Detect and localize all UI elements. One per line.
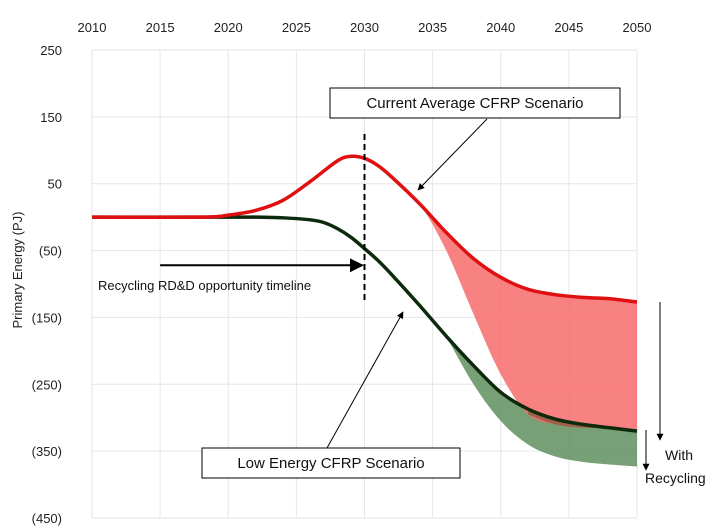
series-lines: [91, 154, 638, 433]
low-energy-line: [92, 215, 638, 433]
with-recycling-label-line2: Recycling: [645, 470, 706, 486]
y-tick-label-1: 150: [40, 110, 62, 125]
low-scenario-box: [201, 447, 461, 479]
y-tick-labels: 250 150 50 (50) (150) (250) (350) (450): [32, 43, 62, 526]
y-axis-label: Primary Energy (PJ): [10, 211, 25, 328]
current-scenario-box: [329, 87, 621, 119]
current-scenario-label: Current Average CFRP Scenario: [366, 95, 583, 112]
low-scenario-pointer: [326, 311, 404, 449]
area-fills: [391, 177, 637, 467]
x-tick-label-6: 2040: [486, 20, 515, 35]
x-tick-label-8: 2050: [623, 20, 652, 35]
low-scenario-label: Low Energy CFRP Scenario: [237, 455, 424, 472]
y-tick-label-7: (450): [32, 511, 62, 526]
y-tick-label-5: (250): [32, 377, 62, 392]
x-tick-label-3: 2025: [282, 20, 311, 35]
low-recycling-band: [446, 336, 637, 467]
y-tick-label-6: (350): [32, 444, 62, 459]
with-recycling-label-line1: With: [665, 447, 693, 463]
current-average-line: [91, 154, 638, 304]
y-tick-label-2: 50: [48, 177, 62, 192]
current-scenario-pointer: [417, 118, 488, 191]
x-tick-label-0: 2010: [78, 20, 107, 35]
x-tick-label-4: 2030: [350, 20, 379, 35]
y-tick-label-4: (150): [32, 310, 62, 325]
x-tick-label-1: 2015: [146, 20, 175, 35]
x-tick-label-2: 2020: [214, 20, 243, 35]
x-tick-label-7: 2045: [554, 20, 583, 35]
x-tick-label-5: 2035: [418, 20, 447, 35]
y-tick-label-0: 250: [40, 43, 62, 58]
x-tick-labels: 2010 2015 2020 2025 2030 2035 2040 2045 2050: [78, 20, 652, 35]
timeline-label: Recycling RD&D opportunity timeline: [98, 278, 311, 293]
y-tick-label-3: (50): [39, 244, 62, 259]
